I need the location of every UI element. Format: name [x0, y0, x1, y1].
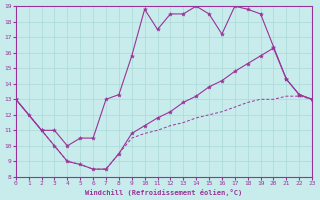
X-axis label: Windchill (Refroidissement éolien,°C): Windchill (Refroidissement éolien,°C) — [85, 189, 243, 196]
